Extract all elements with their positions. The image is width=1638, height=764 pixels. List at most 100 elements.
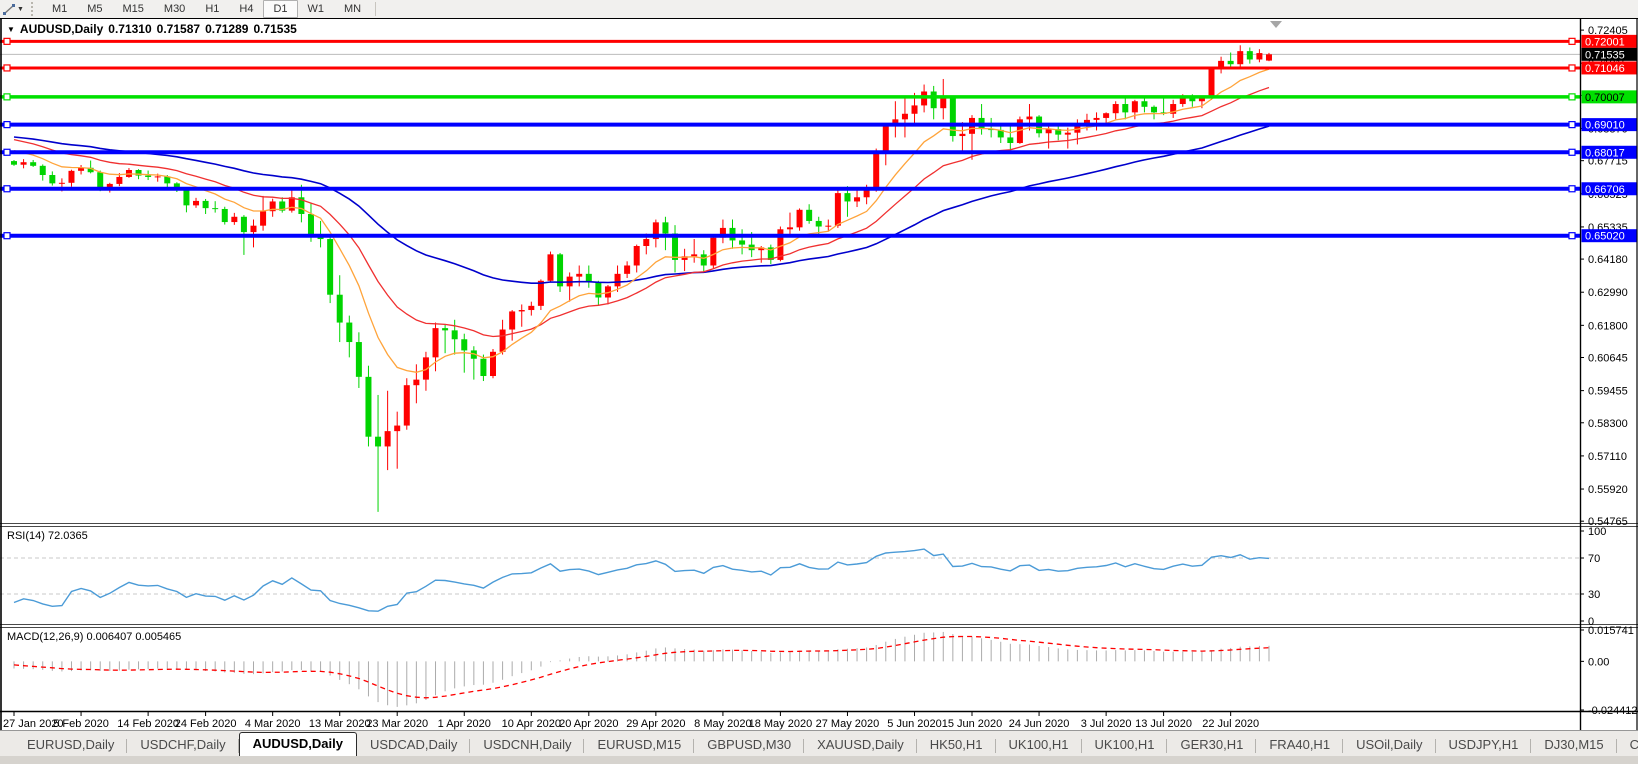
- svg-text:22 Jul 2020: 22 Jul 2020: [1202, 718, 1259, 730]
- moving-average-50: [13, 125, 1270, 285]
- svg-text:0.62990: 0.62990: [1588, 287, 1628, 299]
- svg-text:0.00: 0.00: [1588, 656, 1609, 668]
- svg-text:100: 100: [1588, 526, 1606, 538]
- svg-text:30: 30: [1588, 589, 1600, 601]
- moving-average-21: [13, 86, 1270, 338]
- rsi-indicator-label: RSI(14) 72.0365: [7, 530, 88, 542]
- rsi-line: [13, 548, 1270, 612]
- timeframe-button-H4[interactable]: H4: [239, 3, 254, 15]
- macd-pane[interactable]: [13, 631, 1270, 707]
- svg-text:-0.024412: -0.024412: [1588, 705, 1638, 717]
- svg-text:0.66706: 0.66706: [1585, 184, 1625, 196]
- svg-text:8 May 2020: 8 May 2020: [694, 718, 751, 730]
- macd-signal-line: [13, 635, 1270, 699]
- chart-title-high: 0.71587: [156, 22, 201, 36]
- svg-text:0.55920: 0.55920: [1588, 484, 1628, 496]
- svg-text:0: 0: [1588, 616, 1594, 628]
- svg-text:27 May 2020: 27 May 2020: [816, 718, 880, 730]
- svg-text:0.72001: 0.72001: [1585, 36, 1625, 48]
- chart-tab-EURUSD-M15[interactable]: EURUSD,M15: [584, 734, 695, 756]
- timeframe-button-M5[interactable]: M5: [87, 3, 103, 15]
- svg-text:0.70007: 0.70007: [1585, 92, 1625, 104]
- svg-text:0.57110: 0.57110: [1588, 451, 1627, 463]
- macd-indicator-label: MACD(12,26,9) 0.006407 0.005465: [7, 631, 182, 643]
- svg-text:5 Feb 2020: 5 Feb 2020: [53, 718, 109, 730]
- svg-text:5 Jun 2020: 5 Jun 2020: [887, 718, 941, 730]
- toolbar-separator: [375, 2, 377, 16]
- chart-tab-USDCAD-Daily[interactable]: USDCAD,Daily: [357, 734, 471, 756]
- svg-text:4 Mar 2020: 4 Mar 2020: [245, 718, 301, 730]
- chart-tab-bar: EURUSD,Daily USDCHF,Daily AUDUSD,Daily USDC…: [0, 730, 1638, 757]
- svg-text:20 Apr 2020: 20 Apr 2020: [559, 718, 618, 730]
- svg-text:0.54765: 0.54765: [1588, 516, 1628, 528]
- chart-title-open: 0.71310: [108, 22, 152, 36]
- chart-tab-UK100-H1[interactable]: UK100,H1: [996, 734, 1082, 756]
- chart-tab-UK100-H1[interactable]: UK100,H1: [1082, 734, 1168, 756]
- svg-text:18 May 2020: 18 May 2020: [749, 718, 813, 730]
- svg-text:0.69010: 0.69010: [1585, 120, 1625, 132]
- horizontal-level-lines[interactable]: [0, 37, 1580, 240]
- chart-tab-USDCNH-Daily[interactable]: USDCNH,Daily: [470, 734, 585, 756]
- svg-text:14 Feb 2020: 14 Feb 2020: [117, 718, 179, 730]
- timeframe-button-W1[interactable]: W1: [307, 3, 325, 15]
- svg-text:24 Jun 2020: 24 Jun 2020: [1009, 718, 1070, 730]
- chart-area[interactable]: 0.724050.712150.700600.688700.677150.665…: [0, 18, 1638, 730]
- svg-text:0.59455: 0.59455: [1588, 386, 1628, 398]
- timeframe-button-H1[interactable]: H1: [205, 3, 220, 15]
- svg-text:0.68017: 0.68017: [1585, 147, 1625, 159]
- timeframe-button-M30[interactable]: M30: [163, 3, 186, 15]
- chart-title-low: 0.71289: [205, 22, 249, 36]
- svg-text:70: 70: [1588, 553, 1600, 565]
- svg-text:3 Jul 2020: 3 Jul 2020: [1081, 718, 1132, 730]
- svg-text:13 Mar 2020: 13 Mar 2020: [309, 718, 371, 730]
- tool-dropdown-caret-icon[interactable]: ▼: [17, 5, 24, 13]
- toolbar-grip: [30, 2, 38, 16]
- svg-text:13 Jul 2020: 13 Jul 2020: [1135, 718, 1192, 730]
- svg-text:0.015741: 0.015741: [1588, 625, 1634, 637]
- chart-tab-GER30-H1[interactable]: GER30,H1: [1167, 734, 1257, 756]
- chart-tab-HK50-H1[interactable]: HK50,H1: [917, 734, 996, 756]
- status-strip: [0, 756, 1638, 764]
- chart-title: ▼ AUDUSD,Daily 0.71310 0.71587 0.71289 0…: [7, 22, 297, 36]
- macd-histogram: [13, 631, 1270, 707]
- svg-text:23 Mar 2020: 23 Mar 2020: [366, 718, 428, 730]
- svg-text:0.71046: 0.71046: [1585, 63, 1625, 75]
- chart-tab-FRA40-H1[interactable]: FRA40,H1: [1256, 734, 1343, 756]
- svg-text:15 Jun 2020: 15 Jun 2020: [942, 718, 1003, 730]
- chart-tab-EURUSD-Daily[interactable]: EURUSD,Daily: [14, 734, 128, 756]
- chart-shift-arrow-icon[interactable]: [1270, 21, 1282, 28]
- svg-text:0.58300: 0.58300: [1588, 418, 1628, 430]
- chart-tab-USOil-Daily[interactable]: USOil,Daily: [1343, 734, 1437, 756]
- svg-text:0.60645: 0.60645: [1588, 352, 1628, 364]
- rsi-pane[interactable]: [0, 548, 1580, 612]
- timeframe-button-M15[interactable]: M15: [122, 3, 144, 15]
- timeframe-button-group: M1 M5 M15 M30 H1 H4 D1 W1 MN: [42, 0, 371, 18]
- svg-text:29 Apr 2020: 29 Apr 2020: [626, 718, 685, 730]
- svg-text:10 Apr 2020: 10 Apr 2020: [502, 718, 561, 730]
- chart-tab-USDCHF-Daily[interactable]: USDCHF,Daily: [127, 734, 239, 756]
- chart-tab-GBPUSD-M30[interactable]: GBPUSD,M30: [694, 734, 804, 756]
- chart-tab-AUDUSD-Daily[interactable]: AUDUSD,Daily: [238, 732, 357, 757]
- chart-title-symbol: AUDUSD,Daily: [19, 22, 104, 36]
- chart-tab-CHINA300-H4[interactable]: CHINA300,H4: [1617, 734, 1638, 756]
- chart-title-dropdown-icon[interactable]: ▼: [7, 24, 15, 34]
- svg-text:1 Apr 2020: 1 Apr 2020: [438, 718, 491, 730]
- price-axis[interactable]: 0.724050.712150.700600.688700.677150.665…: [1580, 25, 1638, 717]
- chart-tab-XAUUSD-Daily[interactable]: XAUUSD,Daily: [804, 734, 917, 756]
- svg-text:0.72405: 0.72405: [1588, 25, 1628, 37]
- timeframe-button-M1[interactable]: M1: [51, 3, 68, 15]
- timeframe-button-MN[interactable]: MN: [344, 3, 362, 15]
- svg-text:0.64180: 0.64180: [1588, 254, 1628, 266]
- svg-text:0.71535: 0.71535: [1585, 49, 1625, 61]
- chart-tab-USDJPY-H1[interactable]: USDJPY,H1: [1436, 734, 1532, 756]
- chart-canvas[interactable]: 0.724050.712150.700600.688700.677150.665…: [0, 18, 1638, 730]
- chart-title-close: 0.71535: [253, 22, 297, 36]
- line-tool-icon[interactable]: [1, 2, 17, 16]
- line-tool-glyph: [2, 3, 15, 15]
- chart-tab-DJ30-M15[interactable]: DJ30,M15: [1531, 734, 1617, 756]
- timeframe-button-D1[interactable]: D1: [263, 0, 298, 18]
- toolbar: ▼ M1 M5 M15 M30 H1 H4 D1 W1 MN: [0, 0, 1638, 18]
- svg-text:0.65020: 0.65020: [1585, 231, 1625, 243]
